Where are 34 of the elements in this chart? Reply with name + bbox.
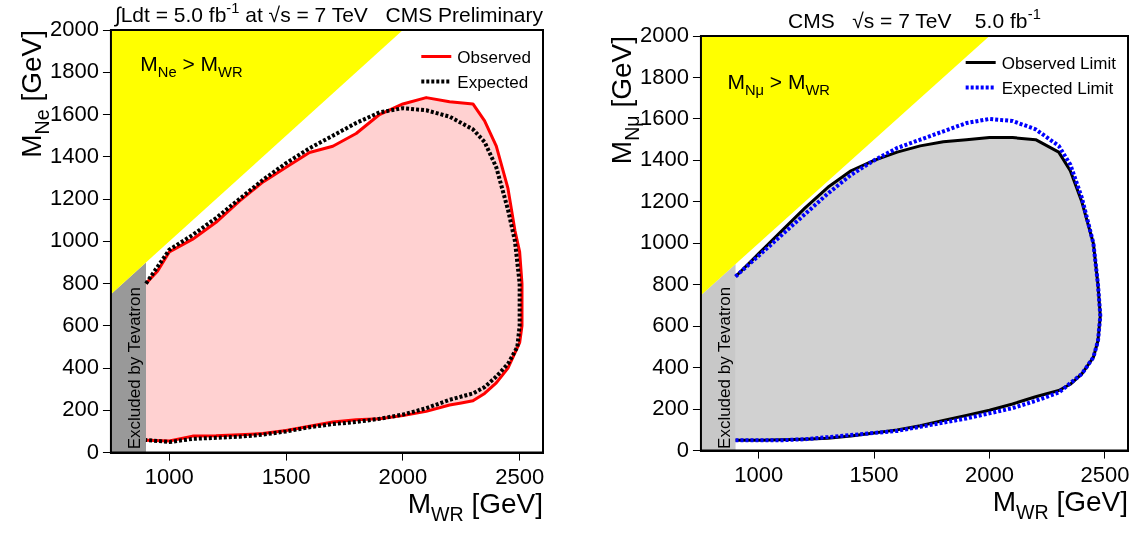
x-tick-label: 2000 [378,463,428,489]
y-tick-label: 1800 [639,63,689,89]
y-tick-label: 1000 [639,229,689,255]
y-tick-label: 0 [676,436,689,462]
y-tick-label: 1200 [639,187,689,213]
x-tick-label: 2500 [1080,461,1130,487]
y-tick-label: 200 [62,396,99,422]
x-tick-label: 2000 [965,461,1014,487]
y-tick-label: 400 [62,354,99,380]
legend-label: Observed [457,47,531,67]
x-tick-label: 1000 [144,463,194,489]
x-tick-label: 1500 [261,463,311,489]
x-tick-label: 1000 [734,461,784,487]
y-tick-label: 800 [652,270,689,296]
y-tick-label: 0 [86,438,99,464]
y-tick-label: 600 [652,312,689,338]
x-tick-label: 2500 [495,463,545,489]
legend-label: Expected Limit [1001,78,1114,98]
annotation: Excluded by Tevatron [124,287,144,450]
y-tick-label: 600 [62,311,99,337]
text: CMS Preliminary [385,3,544,26]
x-tick-label: 1500 [849,461,899,487]
legend-label: Observed Limit [1001,53,1117,73]
y-tick-label: 800 [62,269,99,295]
y-tick-label: 1400 [49,142,99,168]
y-tick-label: 2000 [639,22,689,48]
annotation: Excluded by Tevatron [714,286,734,449]
y-tick-label: 1000 [49,227,99,253]
y-tick-label: 200 [652,395,689,421]
y-tick-label: 2000 [49,16,99,42]
y-tick-label: 1200 [49,185,99,211]
y-tick-label: 400 [652,353,689,379]
y-tick-label: 1800 [49,58,99,84]
legend-label: Expected [457,72,529,92]
